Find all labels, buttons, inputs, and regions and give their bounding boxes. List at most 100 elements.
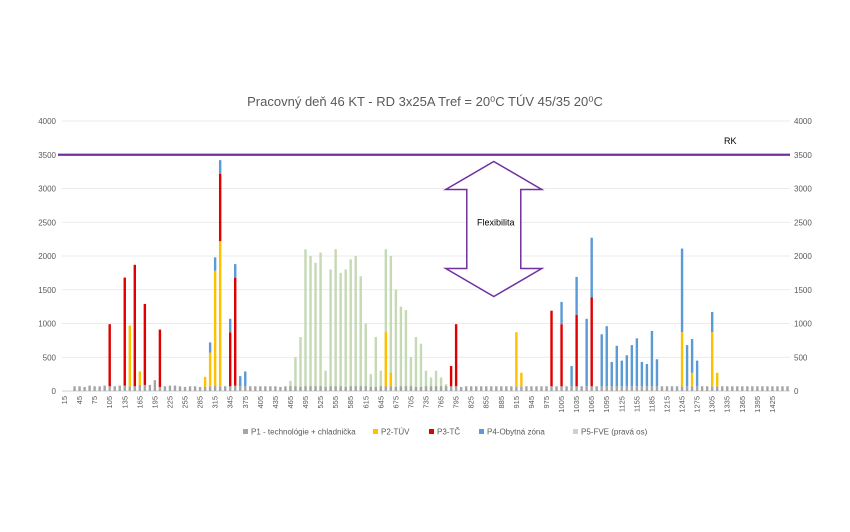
bar-p5 <box>324 370 327 391</box>
bar-p1 <box>530 386 533 391</box>
bar-p2 <box>128 325 131 387</box>
bar-p1 <box>721 386 724 391</box>
bar-p1 <box>414 386 418 391</box>
bar-p1 <box>610 386 613 391</box>
bar-p5 <box>384 249 388 391</box>
bar-p4 <box>615 345 618 387</box>
y-tick-label-right: 0 <box>794 387 799 396</box>
bar-p3 <box>218 173 222 242</box>
bar-p1 <box>505 386 508 391</box>
bar-p1 <box>113 386 116 391</box>
x-tick-label: 1155 <box>632 396 641 412</box>
bar-p4 <box>655 359 659 387</box>
bar-p1 <box>475 386 478 391</box>
bar-p3 <box>158 329 162 387</box>
bar-p1 <box>776 386 779 391</box>
bar-p1 <box>384 386 388 391</box>
bar-p1 <box>228 386 232 391</box>
bar-p4 <box>570 366 573 387</box>
bar-p1 <box>710 386 714 391</box>
x-tick-label: 645 <box>376 396 385 409</box>
x-tick-label: 45 <box>75 396 84 404</box>
bar-p1 <box>264 386 267 391</box>
bar-p1 <box>570 386 573 391</box>
bar-p1 <box>419 386 423 391</box>
bar-p1 <box>133 386 137 391</box>
y-tick-label-right: 3500 <box>794 151 812 160</box>
bar-p4 <box>218 160 222 174</box>
x-tick-label: 915 <box>512 396 521 409</box>
y-tick-label-right: 500 <box>794 353 808 362</box>
bar-p1 <box>424 386 428 391</box>
bar-p1 <box>319 386 322 391</box>
bar-p5 <box>404 310 408 391</box>
bar-p1 <box>203 386 207 391</box>
flexibility-arrow <box>443 160 545 298</box>
x-tick-label: 585 <box>346 396 355 409</box>
bar-p4 <box>575 276 578 315</box>
bar-p2 <box>389 372 393 387</box>
bar-p4 <box>560 301 563 325</box>
bar-p5 <box>289 380 292 391</box>
x-tick-label: 1395 <box>753 396 762 413</box>
bar-p1 <box>434 386 438 391</box>
bar-p1 <box>515 386 518 391</box>
bar-p1 <box>223 386 227 391</box>
bar-p5 <box>354 256 357 391</box>
x-tick-label: 1275 <box>693 396 702 413</box>
bar-p5 <box>379 370 383 391</box>
bar-p1 <box>595 386 598 391</box>
bar-p5 <box>339 272 342 391</box>
bar-p1 <box>635 386 639 391</box>
x-tick-label: 1035 <box>572 396 581 413</box>
y-tick-label-right: 2000 <box>794 252 812 261</box>
bar-p1 <box>128 386 131 391</box>
bar-p1 <box>545 386 548 391</box>
bar-p2 <box>715 372 719 387</box>
legend-label-p3: P3-TČ <box>437 428 460 437</box>
x-tick-label: 375 <box>241 396 250 409</box>
legend-swatch-p4 <box>479 429 484 434</box>
bar-p4 <box>635 338 639 387</box>
x-tick-label: 1425 <box>768 396 777 413</box>
x-tick-label: 315 <box>211 396 220 409</box>
bar-p1 <box>680 386 684 391</box>
x-tick-label: 345 <box>226 396 235 409</box>
bar-p1 <box>93 386 96 391</box>
bar-p1 <box>213 385 217 391</box>
bar-p1 <box>715 386 719 391</box>
x-tick-label: 885 <box>497 396 506 409</box>
bar-p1 <box>123 385 126 391</box>
bar-p1 <box>731 386 734 391</box>
bar-p4 <box>605 326 608 387</box>
bar-p5 <box>309 256 312 391</box>
x-tick-label: 165 <box>135 396 144 409</box>
bar-p4 <box>590 237 593 298</box>
bar-p4 <box>695 360 699 387</box>
y-axis-left-ticks: 0 500 1000 1500 2000 2500 3000 3500 4000 <box>38 117 56 396</box>
bar-p1 <box>615 386 618 391</box>
bar-p1 <box>364 386 367 391</box>
bar-p4 <box>234 264 237 278</box>
bar-p1 <box>510 386 513 391</box>
bar-p1 <box>153 380 157 391</box>
bar-p1 <box>314 386 317 391</box>
bar-p5 <box>329 269 332 391</box>
bar-p3 <box>590 297 593 387</box>
y-tick-label-left: 2500 <box>38 218 56 227</box>
x-tick-label: 1095 <box>602 396 611 413</box>
bar-p1 <box>73 386 76 391</box>
bar-p1 <box>289 386 292 391</box>
bar-p1 <box>98 386 101 391</box>
legend-swatch-p3 <box>429 429 434 434</box>
bar-p1 <box>590 386 593 391</box>
bar-p1 <box>188 386 192 391</box>
bar-p1 <box>334 386 337 391</box>
bar-p4 <box>625 355 629 387</box>
x-tick-label: 285 <box>196 396 205 409</box>
bar-p1 <box>208 386 212 391</box>
bar-p1 <box>279 386 282 391</box>
bar-p1 <box>741 386 744 391</box>
x-tick-label: 1215 <box>662 396 671 413</box>
bar-p1 <box>304 386 307 391</box>
